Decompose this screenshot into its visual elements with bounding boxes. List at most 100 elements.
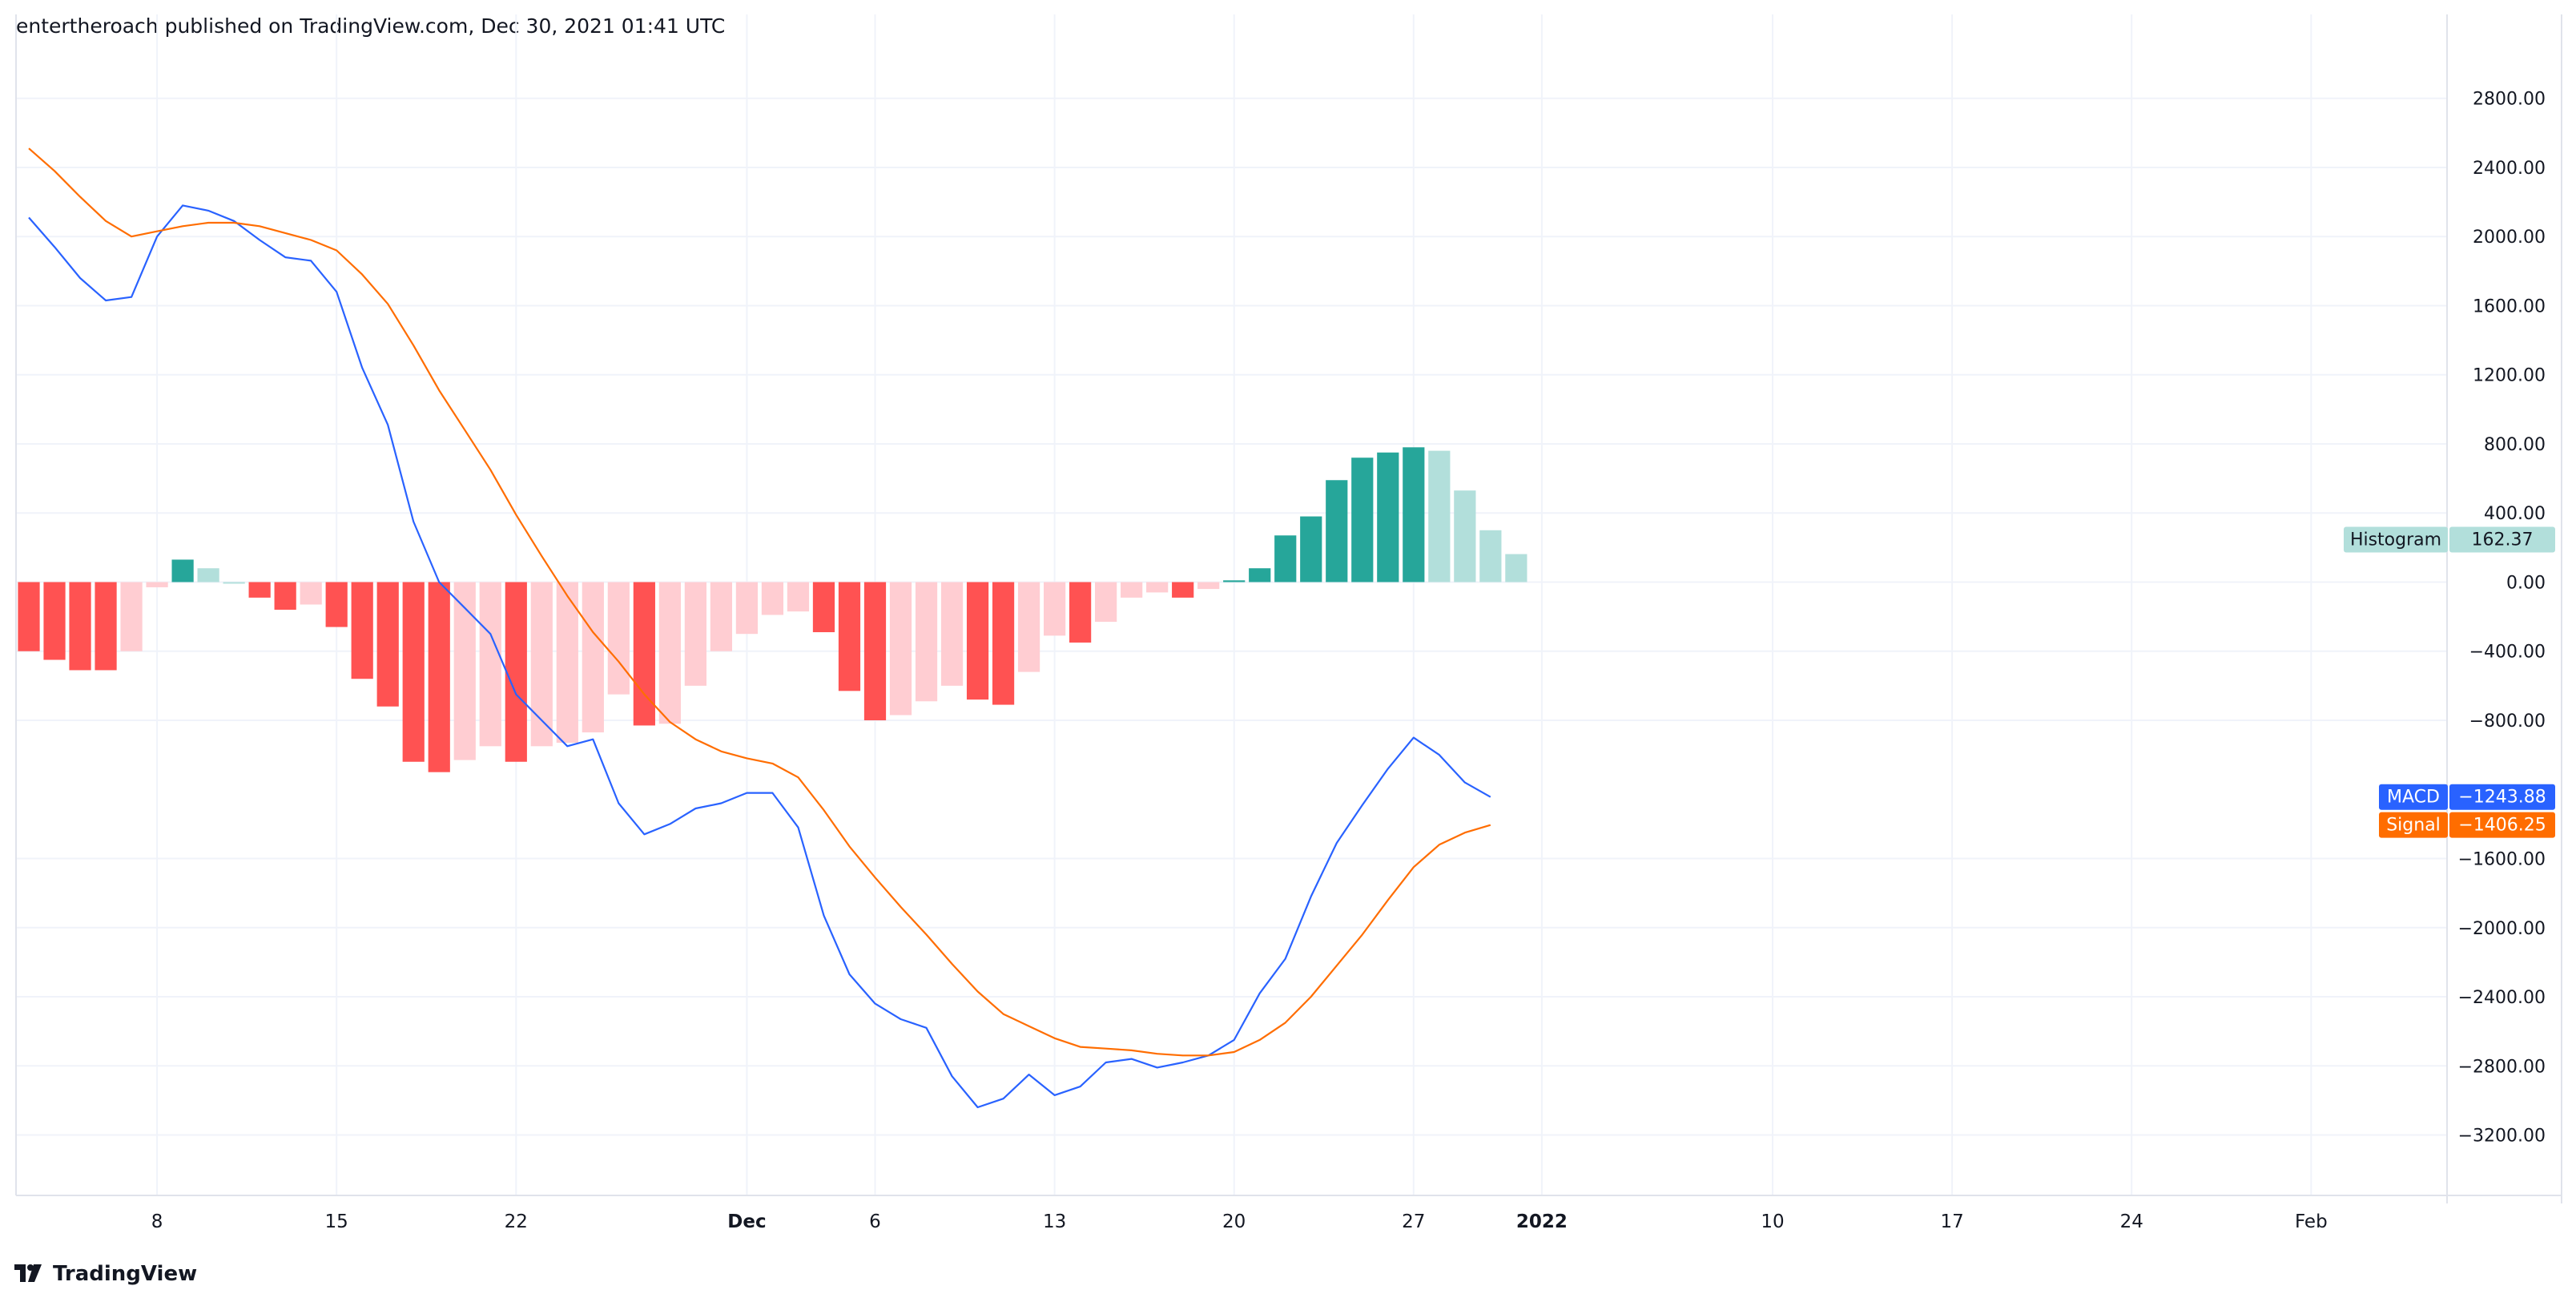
time-tick-label: 13 — [1043, 1211, 1066, 1232]
histogram-bar — [556, 582, 578, 744]
histogram-bar — [223, 582, 245, 584]
histogram-bar — [325, 582, 348, 627]
time-axis: 8 15 22 Dec 6 13 20 27 2022 10 17 24 Feb — [151, 1211, 2328, 1232]
histogram-bar — [1121, 582, 1143, 598]
histogram-name-tag — [2344, 526, 2448, 553]
signal-line — [28, 147, 1491, 1057]
price-tick-label: 2800.00 — [2473, 90, 2546, 110]
time-tick-label: 2022 — [1516, 1211, 1568, 1232]
price-tick-label: 800.00 — [2484, 435, 2546, 455]
histogram-bar — [863, 582, 887, 720]
histogram-bar — [1043, 582, 1066, 636]
price-axis: 2800.00 2400.00 2000.00 1600.00 1200.00 800.0… — [2458, 90, 2546, 1147]
price-tick-label: 0.00 — [2506, 573, 2546, 593]
time-tick-label: 20 — [1222, 1211, 1246, 1232]
histogram-bar — [658, 582, 681, 724]
histogram-bar — [633, 582, 655, 726]
price-tick-label: −3200.00 — [2458, 1127, 2546, 1147]
histogram-bar — [915, 582, 938, 702]
price-tick-label: −2400.00 — [2458, 988, 2546, 1008]
histogram-bar — [479, 582, 501, 747]
signal-name-tag — [2379, 812, 2448, 838]
price-tick-label: 2000.00 — [2473, 228, 2546, 248]
time-tick-label: 17 — [1940, 1211, 1963, 1232]
time-tick-label: 24 — [2120, 1211, 2143, 1232]
histogram-bar — [248, 582, 271, 598]
histogram-bar — [376, 582, 399, 707]
histogram-bar — [120, 582, 143, 651]
histogram-bar — [889, 582, 912, 716]
histogram-bar — [1479, 530, 1502, 582]
histogram-bar — [18, 582, 40, 651]
histogram-bar — [1326, 480, 1348, 582]
signal-value-tag — [2449, 812, 2555, 838]
publisher-header: entertheroach published on TradingView.c… — [16, 14, 726, 38]
histogram-bar — [710, 582, 733, 651]
price-tick-label: −400.00 — [2469, 643, 2546, 663]
tradingview-logo-text: TradingView — [53, 1262, 198, 1286]
histogram-bar — [1146, 582, 1169, 593]
histogram-bar — [274, 582, 296, 610]
histogram-bar — [940, 582, 964, 686]
histogram-bar — [402, 582, 425, 762]
histogram-bar — [1223, 580, 1246, 582]
histogram-bar — [1505, 554, 1527, 582]
price-tick-label: 1600.00 — [2473, 296, 2546, 316]
histogram-bar — [812, 582, 835, 633]
tradingview-logo[interactable]: TradingView — [14, 1260, 197, 1288]
chart-frame — [15, 14, 2562, 1203]
time-tick-label: 10 — [1761, 1211, 1784, 1232]
macd-value-label: −1243.88 — [2458, 788, 2546, 808]
histogram-bar — [1197, 582, 1220, 590]
price-tick-label: −1600.00 — [2458, 850, 2546, 870]
histogram-bar — [197, 568, 219, 582]
histogram-bar — [1454, 490, 1476, 582]
last-value-tags: Histogram 162.37 MACD −1243.88 Signal −1406.2… — [2344, 526, 2555, 838]
histogram-bar — [684, 582, 706, 686]
time-tick-label: Dec — [727, 1211, 766, 1232]
histogram-bar — [1172, 582, 1194, 598]
histogram-bar — [966, 582, 989, 700]
histogram-bar — [992, 582, 1015, 705]
time-tick-label: 27 — [1402, 1211, 1425, 1232]
histogram-bar — [95, 582, 117, 671]
histogram-bar — [300, 582, 322, 605]
histogram-bar — [69, 582, 91, 671]
histogram-bar — [1095, 582, 1117, 623]
price-tick-label: −800.00 — [2469, 711, 2546, 732]
histogram-bar — [351, 582, 373, 679]
histogram-bar — [1274, 535, 1297, 582]
signal-value-label: −1406.25 — [2458, 816, 2546, 836]
price-tick-label: 400.00 — [2484, 504, 2546, 524]
histogram-bar — [1249, 568, 1271, 582]
histogram-bar — [787, 582, 810, 612]
tradingview-logo-icon — [14, 1264, 42, 1282]
histogram-bar — [1069, 582, 1092, 643]
histogram-bar — [505, 582, 527, 762]
time-tick-label: 6 — [869, 1211, 881, 1232]
histogram-bar — [171, 559, 194, 582]
histogram-bar — [1403, 447, 1425, 582]
histogram-bar — [582, 582, 604, 733]
histogram-bar — [1017, 582, 1040, 672]
histogram-bar — [838, 582, 861, 691]
histogram-bar — [530, 582, 553, 747]
histogram-bar — [146, 582, 168, 587]
macd-line — [28, 204, 1491, 1109]
time-tick-label: 22 — [505, 1211, 528, 1232]
histogram-bar — [453, 582, 476, 760]
time-tick-label: 8 — [151, 1211, 163, 1232]
histogram-bar — [1351, 458, 1374, 582]
histogram-name-label: Histogram — [2350, 530, 2441, 550]
histogram-bar — [1377, 452, 1399, 582]
histogram-bar — [428, 582, 450, 772]
price-tick-label: −2800.00 — [2458, 1057, 2546, 1077]
price-tick-label: −2000.00 — [2458, 919, 2546, 939]
histogram-value-tag — [2449, 526, 2555, 553]
macd-name-tag — [2379, 784, 2448, 810]
price-tick-label: 2400.00 — [2473, 159, 2546, 179]
macd-name-label: MACD — [2387, 788, 2440, 808]
histogram-bar — [735, 582, 759, 635]
histogram-bar — [607, 582, 630, 695]
